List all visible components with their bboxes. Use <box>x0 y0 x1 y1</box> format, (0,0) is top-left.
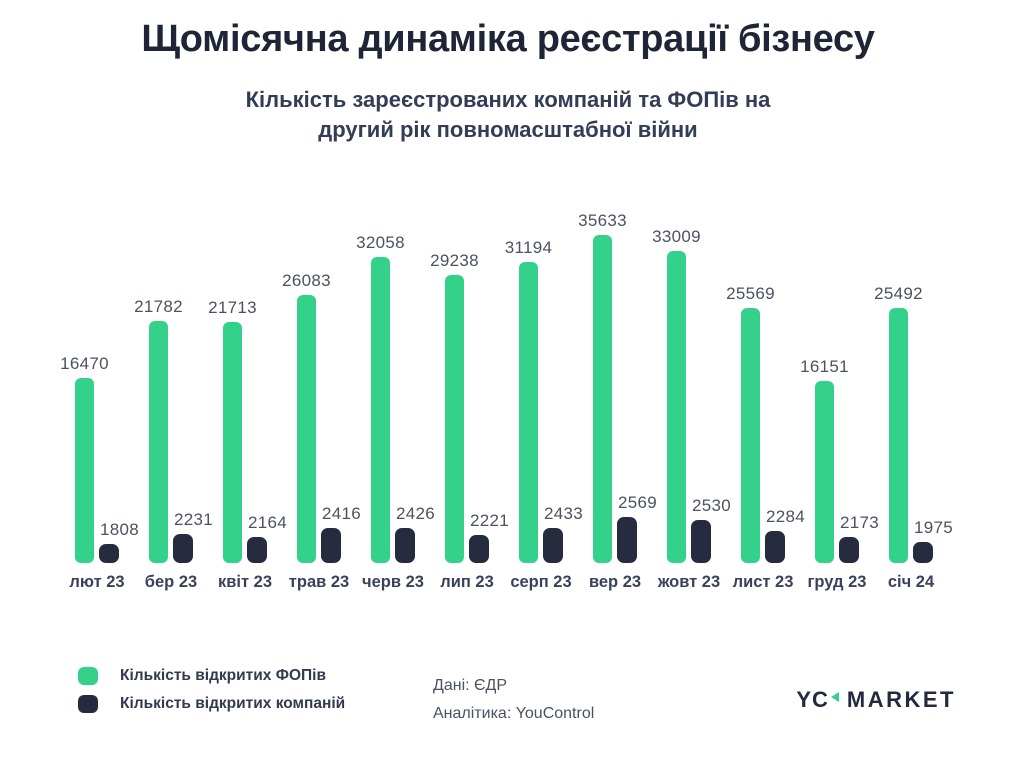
category-label: лют 23 <box>69 573 125 591</box>
company-value-label: 2426 <box>396 504 436 523</box>
fop-value-label: 35633 <box>578 211 627 230</box>
category-label: черв 23 <box>362 573 424 591</box>
company-bar <box>839 537 859 563</box>
category-label: бер 23 <box>144 573 198 591</box>
logo-text-right: MARKET <box>846 687 956 712</box>
fop-bar <box>371 257 390 563</box>
logo-text-left: YC <box>796 687 829 712</box>
fop-bar <box>593 235 612 563</box>
company-bar <box>691 520 711 563</box>
company-bar <box>247 537 267 563</box>
subtitle-line-1: Кількість зареєстрованих компаній та ФОП… <box>245 87 771 112</box>
legend: Кількість відкритих ФОПів Кількість відк… <box>78 667 345 713</box>
company-value-label: 2530 <box>692 496 732 515</box>
company-value-label: 2164 <box>248 513 288 532</box>
fop-value-label: 29238 <box>430 251 479 270</box>
source-line-1: Дані: ЄДР <box>433 677 508 694</box>
category-label: лип 23 <box>440 573 494 591</box>
legend-item-company: Кількість відкритих компаній <box>78 695 345 713</box>
category-label: квіт 23 <box>217 573 273 591</box>
page-subtitle: Кількість зареєстрованих компаній та ФОП… <box>0 85 1016 145</box>
fop-bar <box>519 262 538 563</box>
category-label: трав 23 <box>288 573 350 591</box>
fop-value-label: 21782 <box>134 297 183 316</box>
category-label: серп 23 <box>510 573 572 591</box>
fop-value-label: 21713 <box>208 298 257 317</box>
fop-bar <box>667 251 686 563</box>
yc-market-logo: YC MARKET <box>796 687 956 713</box>
fop-bar <box>297 295 316 563</box>
company-bar <box>469 535 489 563</box>
company-value-label: 2284 <box>766 507 806 526</box>
source-line-2: Аналітика: YouControl <box>433 705 595 722</box>
company-bar <box>99 544 119 563</box>
fop-value-label: 32058 <box>356 233 405 252</box>
company-value-label: 2231 <box>174 510 214 529</box>
legend-label-company: Кількість відкритих компаній <box>120 695 346 712</box>
company-bar <box>173 534 193 563</box>
fop-bar <box>445 275 464 563</box>
legend-item-fop: Кількість відкритих ФОПів <box>78 667 345 685</box>
company-value-label: 1975 <box>914 518 954 537</box>
fop-value-label: 25492 <box>874 284 923 303</box>
company-bar <box>395 528 415 563</box>
company-bar <box>321 528 341 563</box>
category-label: груд 23 <box>807 573 867 591</box>
company-value-label: 2569 <box>618 493 658 512</box>
fop-bar <box>75 378 94 563</box>
category-label: жовт 23 <box>657 573 721 591</box>
fop-bar <box>149 321 168 563</box>
fop-value-label: 33009 <box>652 227 701 246</box>
category-label: січ 24 <box>887 573 935 591</box>
fop-bar <box>741 308 760 563</box>
legend-swatch-company <box>78 695 98 713</box>
fop-bar <box>815 381 834 563</box>
legend-label-fop: Кількість відкритих ФОПів <box>120 667 326 684</box>
fop-value-label: 25569 <box>726 284 775 303</box>
company-value-label: 2416 <box>322 504 362 523</box>
company-bar <box>765 531 785 563</box>
subtitle-line-2: другий рік повномасштабної війни <box>318 117 698 142</box>
company-value-label: 2173 <box>840 513 880 532</box>
category-label: лист 23 <box>732 573 794 591</box>
category-label: вер 23 <box>588 573 642 591</box>
legend-swatch-fop <box>78 667 98 685</box>
company-bar <box>913 542 933 563</box>
company-value-label: 1808 <box>100 520 140 539</box>
fop-bar <box>889 308 908 563</box>
data-source: Дані: ЄДР Аналітика: YouControl <box>433 672 594 728</box>
fop-value-label: 31194 <box>504 238 553 257</box>
logo-triangle-icon <box>830 692 839 702</box>
company-value-label: 2221 <box>470 511 510 530</box>
company-value-label: 2433 <box>544 504 584 523</box>
company-bar <box>617 517 637 563</box>
fop-value-label: 16151 <box>800 357 849 376</box>
page-title: Щомісячна динаміка реєстрації бізнесу <box>141 18 875 60</box>
company-bar <box>543 528 563 563</box>
fop-bar <box>223 322 242 563</box>
fop-value-label: 26083 <box>282 271 331 290</box>
fop-value-label: 16470 <box>60 354 109 373</box>
